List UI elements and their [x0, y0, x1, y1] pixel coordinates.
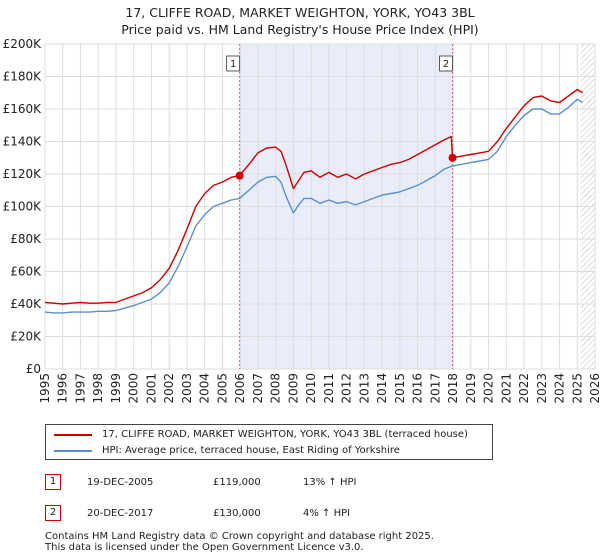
legend-label-price: 17, CLIFFE ROAD, MARKET WEIGHTON, YORK, … [102, 429, 468, 440]
x-tick-label: 2023 [535, 373, 549, 404]
x-tick-label: 2002 [162, 373, 176, 404]
sale-date: 19-DEC-2005 [87, 477, 154, 488]
x-tick-label: 2013 [357, 373, 371, 404]
y-tick-label: £200K [3, 37, 43, 51]
y-tick-label: £120K [3, 167, 43, 181]
sale-number-badge: 2 [45, 505, 61, 521]
sale-hpi-delta: 13% ↑ HPI [303, 477, 357, 488]
chart: 1 2 £0 £20K £40K £60K £80K £100K £120K £140K £160… [3, 37, 600, 404]
y-tick-label: £140K [3, 135, 43, 149]
footer-copyright: Contains HM Land Registry data © Crown c… [45, 531, 434, 542]
title-line-2: Price paid vs. HM Land Registry's House … [121, 22, 479, 37]
footer-license: This data is licensed under the Open Gov… [45, 542, 364, 553]
y-tick-label: £40K [10, 297, 42, 311]
x-tick-label: 2024 [553, 373, 567, 404]
sale-price: £119,000 [213, 477, 261, 488]
x-tick-label: 2001 [144, 373, 158, 404]
x-tick-label: 2026 [588, 373, 600, 404]
title-line-1: 17, CLIFFE ROAD, MARKET WEIGHTON, YORK, … [125, 5, 475, 20]
hpi-series-line [45, 98, 583, 314]
x-tick-label: 2021 [499, 373, 513, 404]
x-tick-label: 2016 [411, 373, 425, 404]
x-tick-label: 2008 [269, 373, 283, 404]
x-tick-label: 2011 [322, 373, 336, 404]
x-tick-label: 2018 [446, 373, 460, 404]
y-tick-label: £20K [10, 330, 42, 344]
x-tick-label: 2010 [304, 373, 318, 404]
sale-marker-number: 1 [230, 59, 236, 70]
sale-marker-label: 2 [439, 55, 453, 72]
y-tick-label: £80K [10, 232, 42, 246]
sale-marker-number: 2 [443, 59, 449, 70]
sale-date: 20-DEC-2017 [87, 508, 154, 519]
y-tick-label: £160K [3, 102, 43, 116]
x-tick-label: 2022 [517, 373, 531, 404]
chart-title: 17, CLIFFE ROAD, MARKET WEIGHTON, YORK, … [0, 4, 600, 38]
sale-point [235, 171, 244, 180]
x-tick-label: 2009 [286, 373, 300, 404]
legend: 17, CLIFFE ROAD, MARKET WEIGHTON, YORK, … [45, 424, 493, 460]
x-tick-label: 2005 [215, 373, 229, 404]
x-tick-label: 2019 [464, 373, 478, 404]
sale-marker-box [439, 55, 453, 72]
y-tick-label: £0 [26, 362, 41, 376]
sale-hpi-delta: 4% ↑ HPI [303, 508, 351, 519]
x-tick-label: 1996 [56, 373, 70, 404]
x-tick-label: 1995 [38, 373, 52, 404]
x-tick-label: 2012 [340, 373, 354, 404]
sale-marker-box [226, 55, 241, 72]
x-tick-label: 2025 [570, 373, 584, 404]
x-tick-label: 1999 [109, 373, 123, 404]
price-series-line [45, 88, 583, 305]
x-tick-label: 2004 [198, 373, 212, 404]
x-tick-label: 2020 [482, 373, 496, 404]
y-tick-label: £60K [10, 265, 42, 279]
x-tick-label: 2000 [127, 373, 141, 404]
sale-price: £130,000 [213, 508, 261, 519]
legend-swatch-hpi [54, 450, 92, 452]
sale-point [448, 153, 457, 162]
x-tick-label: 2015 [393, 373, 407, 404]
y-tick-label: £100K [3, 200, 43, 214]
x-tick-label: 1998 [91, 373, 105, 404]
x-tick-label: 2003 [180, 373, 194, 404]
sale-marker-label: 1 [226, 55, 241, 72]
y-tick-label: £180K [3, 70, 43, 84]
x-tick-label: 2006 [233, 373, 247, 404]
legend-swatch-price [54, 434, 92, 436]
x-tick-label: 1997 [73, 373, 87, 404]
legend-label-hpi: HPI: Average price, terraced house, East… [102, 445, 400, 456]
footer: Contains HM Land Registry data © Crown c… [45, 531, 434, 553]
x-tick-label: 2017 [428, 373, 442, 404]
x-tick-label: 2007 [251, 373, 265, 404]
x-tick-label: 2014 [375, 373, 389, 404]
sale-number-badge: 1 [45, 474, 61, 490]
